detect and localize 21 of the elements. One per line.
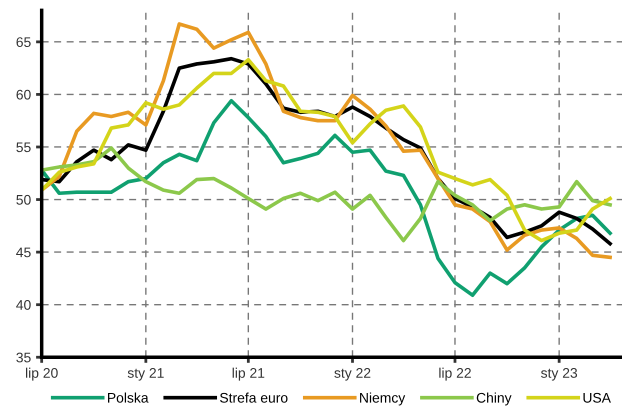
- line-series: [42, 22, 612, 260]
- y-tick-label: 50: [16, 194, 31, 205]
- line-series: [42, 146, 612, 242]
- y-tick-label: 35: [16, 352, 31, 362]
- x-tick-label: sty 22: [334, 368, 370, 381]
- legend-label: USA: [583, 392, 611, 403]
- x-tick-label: lip 20: [26, 368, 58, 381]
- legend-label: Strefa euro: [220, 392, 288, 403]
- y-tick-label: 65: [16, 37, 31, 48]
- line-series: [42, 98, 612, 298]
- legend-label: Chiny: [476, 392, 512, 406]
- x-tick-label: lip 21: [232, 368, 264, 381]
- legend-label: Niemcy: [360, 392, 406, 406]
- legend-label: Polska: [108, 392, 149, 403]
- x-tick-label: sty 23: [541, 368, 578, 381]
- y-tick-label: 40: [16, 300, 31, 310]
- y-tick-label: 45: [16, 248, 31, 258]
- y-tick-label: 55: [16, 142, 31, 152]
- y-tick-label: 60: [16, 90, 31, 100]
- x-tick-label: lip 22: [439, 368, 471, 381]
- x-tick-label: sty 21: [128, 368, 164, 381]
